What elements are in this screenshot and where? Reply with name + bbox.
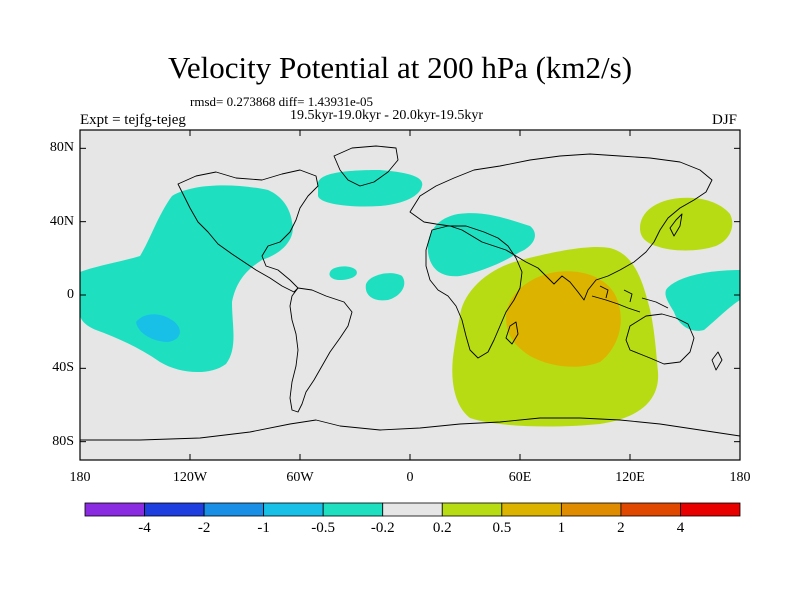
region-east-asia-positive <box>640 197 733 251</box>
region-mediterranean-middle-east-negative <box>427 213 535 277</box>
coastline-japan <box>669 213 683 237</box>
colorbar-tick-label: -1 <box>257 520 270 536</box>
x-tick-label: 120E <box>615 470 645 485</box>
coastline-south-america <box>289 287 353 413</box>
colorbar-swatch <box>203 502 265 517</box>
colorbar-tick-label: -2 <box>197 520 211 536</box>
colorbar-swatch <box>322 502 384 517</box>
colorbar-swatch <box>501 502 562 517</box>
colorbar-swatch <box>680 502 741 517</box>
colorbar <box>84 502 741 517</box>
coastline-australia <box>625 313 695 365</box>
region-western-pacific-negative <box>665 270 740 331</box>
colorbar-tick-label: 1 <box>557 520 566 536</box>
colorbar-swatch <box>382 502 443 517</box>
region-tropical-atlantic-negative-2 <box>365 273 405 301</box>
colorbar-tick-label: 0.2 <box>432 520 452 536</box>
stats-line: rmsd= 0.273868 diff= 1.43931e-05 <box>190 94 374 109</box>
y-tick-label: 40N <box>49 213 74 229</box>
colorbar-swatch <box>560 502 622 517</box>
colorbar-tick-label: 4 <box>676 520 685 536</box>
region-indian-ocean-maximum <box>506 271 621 367</box>
coastline-greenland <box>333 145 399 187</box>
x-tick-label: 180 <box>69 470 91 485</box>
x-tick-label: 120W <box>172 470 208 485</box>
period-line: 19.5kyr-19.0kyr - 20.0kyr-19.5kyr <box>290 108 484 123</box>
colorbar-swatch <box>84 502 145 517</box>
coastline-new-zealand <box>711 351 723 371</box>
experiment-label: Expt = tejfg-tejeg <box>80 112 186 128</box>
region-tropical-atlantic-negative-1 <box>329 266 357 280</box>
contour-fill-layer <box>80 145 740 441</box>
y-tick-label: 80N <box>49 140 74 156</box>
coastline-antarctica <box>80 417 740 441</box>
map-title: Velocity Potential at 200 hPa (km2/s) <box>167 50 633 85</box>
colorbar-swatch <box>144 502 205 517</box>
colorbar-tick-label: -0.5 <box>311 520 336 536</box>
coastline-eurasia <box>409 153 713 301</box>
season-label: DJF <box>712 112 738 128</box>
coastline-layer <box>80 145 740 441</box>
colorbar-tick-label: 0.5 <box>492 520 512 536</box>
colorbar-tick-label: -0.2 <box>370 520 395 536</box>
colorbar-tick-label: 2 <box>617 520 625 536</box>
colorbar-tick-label: -4 <box>138 520 151 536</box>
colorbar-swatch <box>263 502 324 517</box>
x-tick-label: 60W <box>286 470 314 485</box>
coastline-africa <box>425 225 523 359</box>
x-tick-label: 0 <box>406 470 414 485</box>
y-tick-label: 0 <box>67 287 74 302</box>
x-tick-label: 60E <box>508 470 532 485</box>
colorbar-swatch <box>620 502 681 517</box>
coastline-indonesia <box>591 285 669 313</box>
coastline-north-america <box>177 169 319 293</box>
region-eastern-pacific-americas-negative <box>80 185 293 373</box>
x-tick-label: 180 <box>729 470 751 485</box>
y-tick-label: 40S <box>52 360 74 376</box>
coastline-madagascar <box>505 321 519 345</box>
region-southeast-pacific-minimum <box>136 314 180 342</box>
axis-tick-marks <box>79 130 741 460</box>
colorbar-swatch <box>441 502 503 517</box>
y-tick-label: 80S <box>52 433 74 449</box>
region-north-atlantic-negative <box>318 170 423 207</box>
